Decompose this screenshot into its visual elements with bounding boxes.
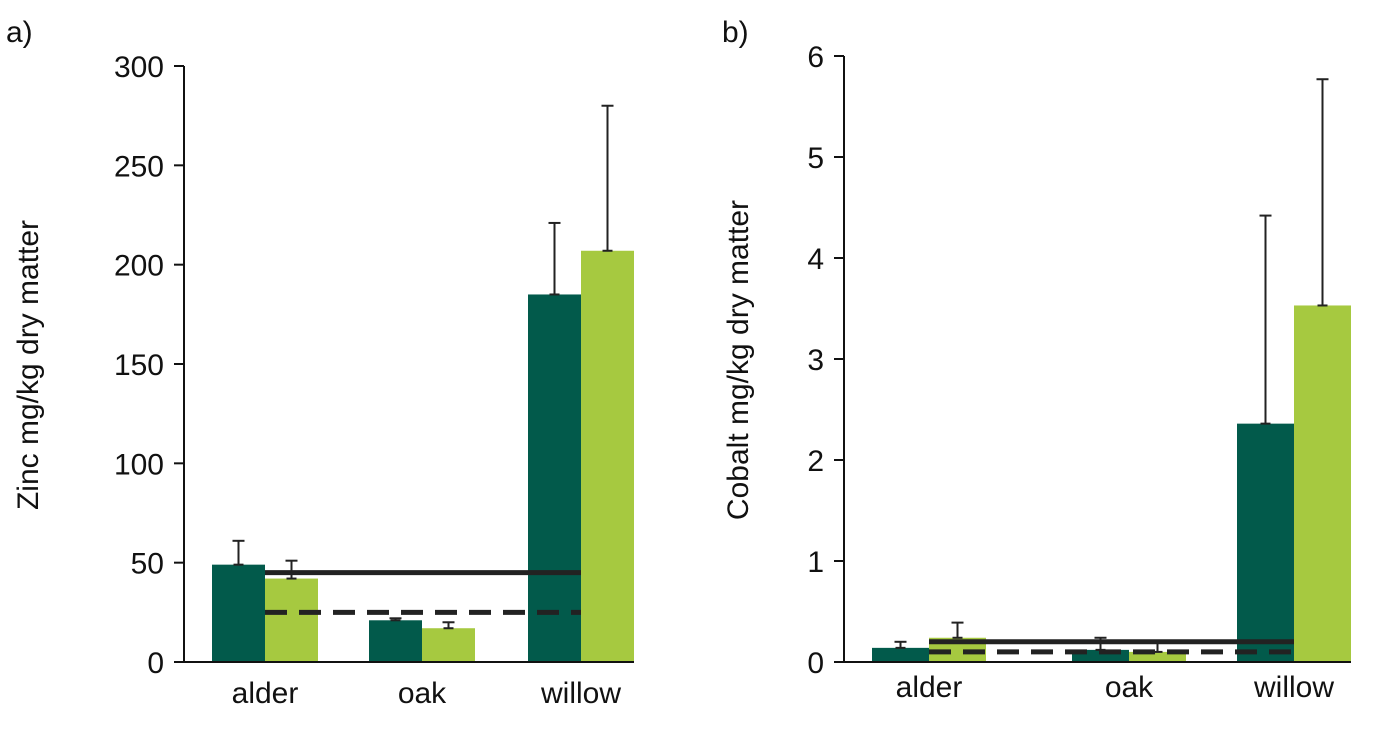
panel-a-bar-alder-series-2	[265, 578, 318, 662]
panel-a-error-bar	[442, 621, 455, 630]
panel-b-y-tick-label: 1	[807, 546, 824, 579]
panel-a-y-tick-label: 100	[114, 448, 164, 481]
panel-a-error-bar	[232, 539, 245, 566]
panel-b-y-tick-label: 3	[807, 344, 824, 377]
panel-b-category-label-willow: willow	[1253, 671, 1334, 704]
panel-a-category-label-oak: oak	[398, 677, 447, 710]
panel-a-error-bar	[601, 104, 614, 252]
panel-b-bar-willow-series-2	[1294, 305, 1351, 662]
panel-b-category-label-alder: alder	[896, 671, 963, 704]
panel-a-y-tick-label: 300	[114, 51, 164, 84]
panel-b-y-tick-label: 2	[807, 445, 824, 478]
panel-b-error-bar	[894, 640, 907, 649]
panel-b-cobalt: b) Cobalt mg/kg dry matter 0 1 2 3 4 5 6 alder…	[722, 16, 1351, 704]
panel-a-error-bar	[285, 559, 298, 580]
panel-b-bar-oak-series-2	[1129, 651, 1186, 662]
panel-a-y-tick-label: 0	[147, 647, 164, 680]
panel-a-zinc: a) Zinc mg/kg dry matter 0 50 100 150 200 250…	[6, 16, 634, 710]
panel-a-y-tick-label: 50	[131, 548, 164, 581]
panel-b-bar-willow-series-1	[1237, 423, 1294, 662]
panel-a-label: a)	[6, 16, 33, 49]
panel-b-error-bar	[1316, 78, 1329, 307]
panel-a-bar-oak-series-2	[422, 628, 475, 662]
panel-a-bar-willow-series-2	[581, 250, 634, 662]
panel-b-y-tick-label: 6	[807, 41, 824, 74]
panel-b-category-label-oak: oak	[1105, 671, 1154, 704]
panel-b-y-axis-label: Cobalt mg/kg dry matter	[722, 200, 755, 520]
panel-b-error-bar	[1259, 214, 1272, 425]
panel-a-y-tick-label: 150	[114, 349, 164, 382]
panel-a-y-tick-label: 200	[114, 250, 164, 283]
panel-a-y-axis-label: Zinc mg/kg dry matter	[12, 220, 45, 510]
panel-a-error-bar	[548, 221, 561, 296]
panel-b-y-tick-label: 0	[807, 647, 824, 680]
panel-b-y-tick-label: 4	[807, 243, 824, 276]
panel-a-error-bar	[389, 617, 402, 622]
panel-a-y-tick-label: 250	[114, 150, 164, 183]
panel-b-y-tick-label: 5	[807, 142, 824, 175]
panel-b-error-bar	[951, 621, 964, 639]
panel-a-bar-alder-series-1	[212, 564, 265, 662]
panel-b-bar-alder-series-1	[872, 647, 929, 662]
panel-a-bar-willow-series-1	[528, 294, 581, 662]
panel-a-bar-oak-series-1	[369, 620, 422, 662]
panel-b-label: b)	[722, 16, 749, 49]
panel-a-category-label-willow: willow	[540, 677, 621, 710]
panel-a-category-label-alder: alder	[232, 677, 299, 710]
